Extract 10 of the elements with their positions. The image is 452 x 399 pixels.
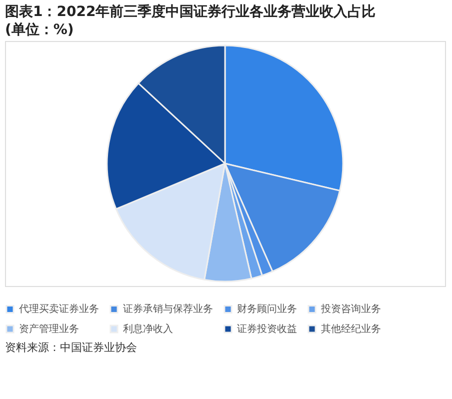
legend-label: 代理买卖证券业务 <box>18 303 99 316</box>
legend-label: 证券承销与保荐业务 <box>123 303 213 316</box>
text: 资料来源：中国证券业协会 <box>5 341 137 354</box>
legend-label: 证券投资收益 <box>237 323 297 335</box>
legend-label: 利息净收入 <box>123 323 173 335</box>
legend-label: 投资咨询业务 <box>320 303 381 316</box>
legend-label: 财务顾问业务 <box>237 303 297 316</box>
chart-title: 图表1：2022年前三季度中国证券行业各业务营业收入占比(单位：%) <box>5 3 376 38</box>
legend-label: 资产管理业务 <box>19 323 79 335</box>
legend-label: 其他经纪业务 <box>321 323 381 335</box>
